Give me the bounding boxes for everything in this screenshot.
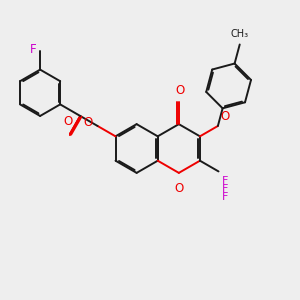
Text: O: O xyxy=(64,115,73,128)
Text: O: O xyxy=(221,110,230,123)
Text: F: F xyxy=(222,192,229,202)
Text: F: F xyxy=(222,184,229,194)
Text: F: F xyxy=(222,176,229,186)
Text: O: O xyxy=(83,116,92,130)
Text: CH₃: CH₃ xyxy=(231,28,249,38)
Text: F: F xyxy=(30,43,37,56)
Text: O: O xyxy=(176,84,185,97)
Text: O: O xyxy=(174,182,184,195)
